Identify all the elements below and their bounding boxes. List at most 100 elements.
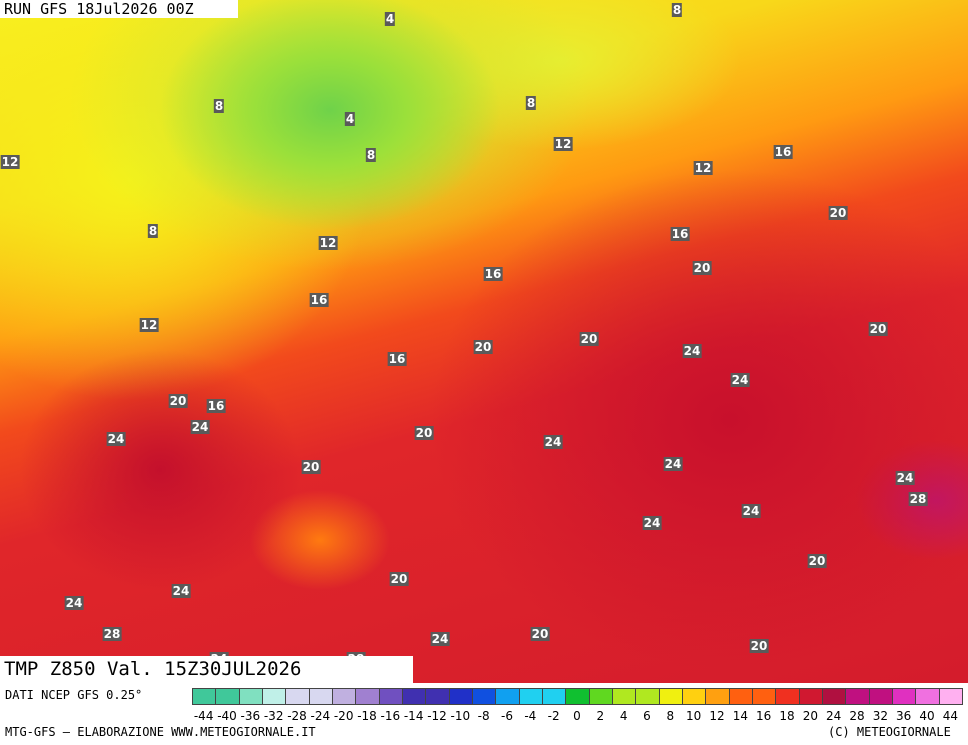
legend-label: 10 — [686, 709, 702, 723]
legend-swatch — [635, 688, 660, 705]
legend-label: -8 — [477, 709, 490, 723]
legend-swatch — [588, 688, 613, 705]
legend-swatch — [495, 688, 520, 705]
legend-swatch — [798, 688, 823, 705]
legend-label: -32 — [263, 709, 284, 723]
isotherm-label: 16 — [773, 145, 793, 159]
isotherm-label: 12 — [318, 236, 338, 250]
credit: MTG-GFS — ELABORAZIONE WWW.METEOGIORNALE… — [5, 725, 316, 739]
isotherm-label: 24 — [64, 596, 84, 610]
isotherm-label: 4 — [384, 12, 396, 26]
legend-label: -20 — [333, 709, 354, 723]
legend-label: 12 — [709, 709, 725, 723]
isotherm-label: 16 — [309, 293, 329, 307]
legend-label: -10 — [450, 709, 471, 723]
isotherm-label: 24 — [543, 435, 563, 449]
legend-swatch — [448, 688, 473, 705]
isotherm-label: 12 — [0, 155, 20, 169]
legend-swatch — [285, 688, 310, 705]
isotherm-label: 24 — [663, 457, 683, 471]
isotherm-label: 20 — [868, 322, 888, 336]
isotherm-label: 8 — [147, 224, 159, 238]
legend-label: 32 — [872, 709, 888, 723]
legend-label: -2 — [547, 709, 560, 723]
legend-swatch — [868, 688, 893, 705]
legend-label: -28 — [287, 709, 307, 723]
legend-swatch — [308, 688, 333, 705]
isotherm-label: 20 — [828, 206, 848, 220]
legend-label: 0 — [573, 709, 581, 723]
legend-swatch — [845, 688, 870, 705]
legend-label: 14 — [732, 709, 748, 723]
isotherm-label: 12 — [553, 137, 573, 151]
isotherm-label: 16 — [670, 227, 690, 241]
legend-label: 24 — [826, 709, 842, 723]
legend-swatch — [472, 688, 497, 705]
isotherm-label: 16 — [206, 399, 226, 413]
isotherm-label: 20 — [301, 460, 321, 474]
isotherm-label: 8 — [365, 148, 377, 162]
legend-label: -18 — [357, 709, 377, 723]
legend-swatch — [542, 688, 567, 705]
legend-swatch — [378, 688, 403, 705]
isotherm-label: 24 — [106, 432, 126, 446]
legend-swatch — [215, 688, 240, 705]
legend-label: -24 — [310, 709, 331, 723]
legend-swatch — [682, 688, 707, 705]
isotherm-label: 24 — [430, 632, 450, 646]
legend-swatch — [705, 688, 730, 705]
isotherm-label: 20 — [692, 261, 712, 275]
legend-swatch — [425, 688, 450, 705]
legend-label: 18 — [779, 709, 795, 723]
legend-label: -16 — [380, 709, 401, 723]
temperature-map: 4 8 8 8 4 8 12 12 16 12 8 20 12 16 16 20 16 12 20 20 20 24 16 2… — [0, 0, 968, 683]
legend-label: -12 — [427, 709, 447, 723]
map-title: TMP Z850 Val. 15Z30JUL2026 — [0, 656, 413, 683]
legend-swatch — [775, 688, 800, 705]
legend-label: -40 — [217, 709, 237, 723]
isotherm-label: 20 — [473, 340, 493, 354]
isotherm-label: 8 — [671, 3, 683, 17]
legend-swatch — [612, 688, 637, 705]
legend-label: -6 — [501, 709, 513, 723]
legend-swatch — [565, 688, 590, 705]
isotherm-label: 28 — [908, 492, 928, 506]
isotherm-label: 24 — [895, 471, 915, 485]
isotherm-label: 20 — [807, 554, 827, 568]
isotherm-label: 12 — [139, 318, 159, 332]
legend-label: -4 — [524, 709, 537, 723]
legend-swatch — [402, 688, 427, 705]
legend-swatch — [262, 688, 287, 705]
legend-swatch — [192, 688, 217, 705]
legend-swatch — [822, 688, 847, 705]
isotherm-label: 20 — [579, 332, 599, 346]
isotherm-label: 8 — [525, 96, 537, 110]
isotherm-label: 20 — [389, 572, 409, 586]
isotherm-label: 28 — [102, 627, 122, 641]
legend-label: 40 — [919, 709, 935, 723]
isotherm-label: 20 — [530, 627, 550, 641]
legend-label: 16 — [756, 709, 772, 723]
legend-swatch — [752, 688, 777, 705]
run-label: RUN GFS 18Jul2026 00Z — [0, 0, 238, 18]
legend-label: -36 — [240, 709, 261, 723]
legend-swatch — [938, 688, 963, 705]
isotherm-label: 20 — [414, 426, 434, 440]
legend-swatch — [915, 688, 940, 705]
legend-swatch — [238, 688, 263, 705]
legend-label: 28 — [849, 709, 865, 723]
isotherm-label: 24 — [682, 344, 702, 358]
legend-swatch — [728, 688, 753, 705]
isotherm-label: 24 — [190, 420, 210, 434]
legend-label: -14 — [403, 709, 424, 723]
isotherm-label: 24 — [642, 516, 662, 530]
legend-label: 36 — [896, 709, 912, 723]
legend-swatch — [332, 688, 357, 705]
legend-swatch — [518, 688, 543, 705]
isotherm-label: 16 — [387, 352, 407, 366]
legend-label: -44 — [193, 709, 214, 723]
isotherm-label: 4 — [344, 112, 356, 126]
source: DATI NCEP GFS 0.25° — [5, 688, 143, 702]
legend-label: 6 — [643, 709, 651, 723]
